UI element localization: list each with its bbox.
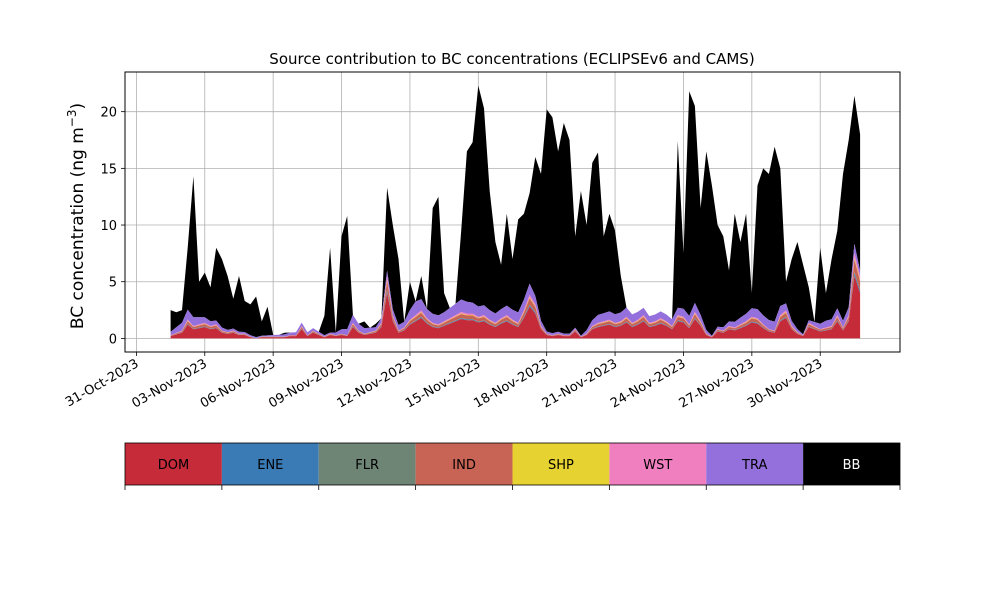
legend-swatch-dom: [125, 443, 222, 485]
area-ene: [170, 273, 861, 339]
legend-label-bb: BB: [843, 458, 861, 473]
x-tick-label: 03-Nov-2023: [130, 356, 210, 411]
legend-label-ind: IND: [452, 458, 476, 473]
stacked-areas: [170, 85, 861, 339]
legend-swatch-ind: [415, 443, 513, 485]
area-dom: [170, 276, 861, 339]
x-tick-label: 27-Nov-2023: [677, 356, 757, 411]
legend-label-ene: ENE: [257, 458, 283, 473]
legend-label-tra: TRA: [741, 458, 767, 473]
legend-colorbar: DOM ENE FLR IND SHP WST TRA BB: [124, 442, 901, 490]
x-tick-label: 30-Nov-2023: [745, 356, 825, 411]
plot-frame: [124, 71, 901, 353]
y-axis-label-close: ): [68, 103, 88, 110]
legend-swatch-shp: [512, 443, 610, 485]
y-tick-label: 5: [109, 276, 117, 291]
y-axis-label-exponent: −3: [65, 109, 79, 127]
x-tick-label: 06-Nov-2023: [198, 356, 278, 411]
legend-label-flr: FLR: [355, 458, 379, 473]
legend-label-dom: DOM: [158, 458, 189, 473]
x-tick-label: 09-Nov-2023: [266, 356, 346, 411]
legend-swatch-tra: [706, 443, 804, 485]
legend-swatch-ene: [221, 443, 319, 485]
legend-swatch-flr: [318, 443, 416, 485]
x-tick-label: 12-Nov-2023: [335, 356, 415, 411]
legend-frame: [124, 442, 901, 486]
x-tick-label: 21-Nov-2023: [540, 356, 620, 411]
y-tick-label: 20: [100, 106, 117, 121]
x-tick-label: 18-Nov-2023: [471, 356, 551, 411]
y-tick-label: 10: [100, 219, 117, 234]
legend-label-wst: WST: [643, 458, 672, 473]
y-tick-label: 0: [109, 332, 117, 347]
x-tick-label: 31-Oct-2023: [63, 356, 141, 410]
area-tra: [170, 243, 861, 339]
y-tick-label: 15: [100, 162, 117, 177]
x-tick-label: 24-Nov-2023: [608, 356, 688, 411]
chart-title: Source contribution to BC concentrations…: [269, 50, 754, 68]
y-axis-label-main: BC concentration (ng m: [68, 127, 88, 329]
legend-label-shp: SHP: [548, 458, 574, 473]
y-axis-label: BC concentration (ng m−3): [65, 103, 88, 329]
x-tick-label: 15-Nov-2023: [403, 356, 483, 411]
area-shp: [170, 258, 861, 339]
area-bb: [170, 85, 861, 338]
legend-swatch-bb: [803, 443, 900, 485]
legend-swatch-wst: [609, 443, 707, 485]
